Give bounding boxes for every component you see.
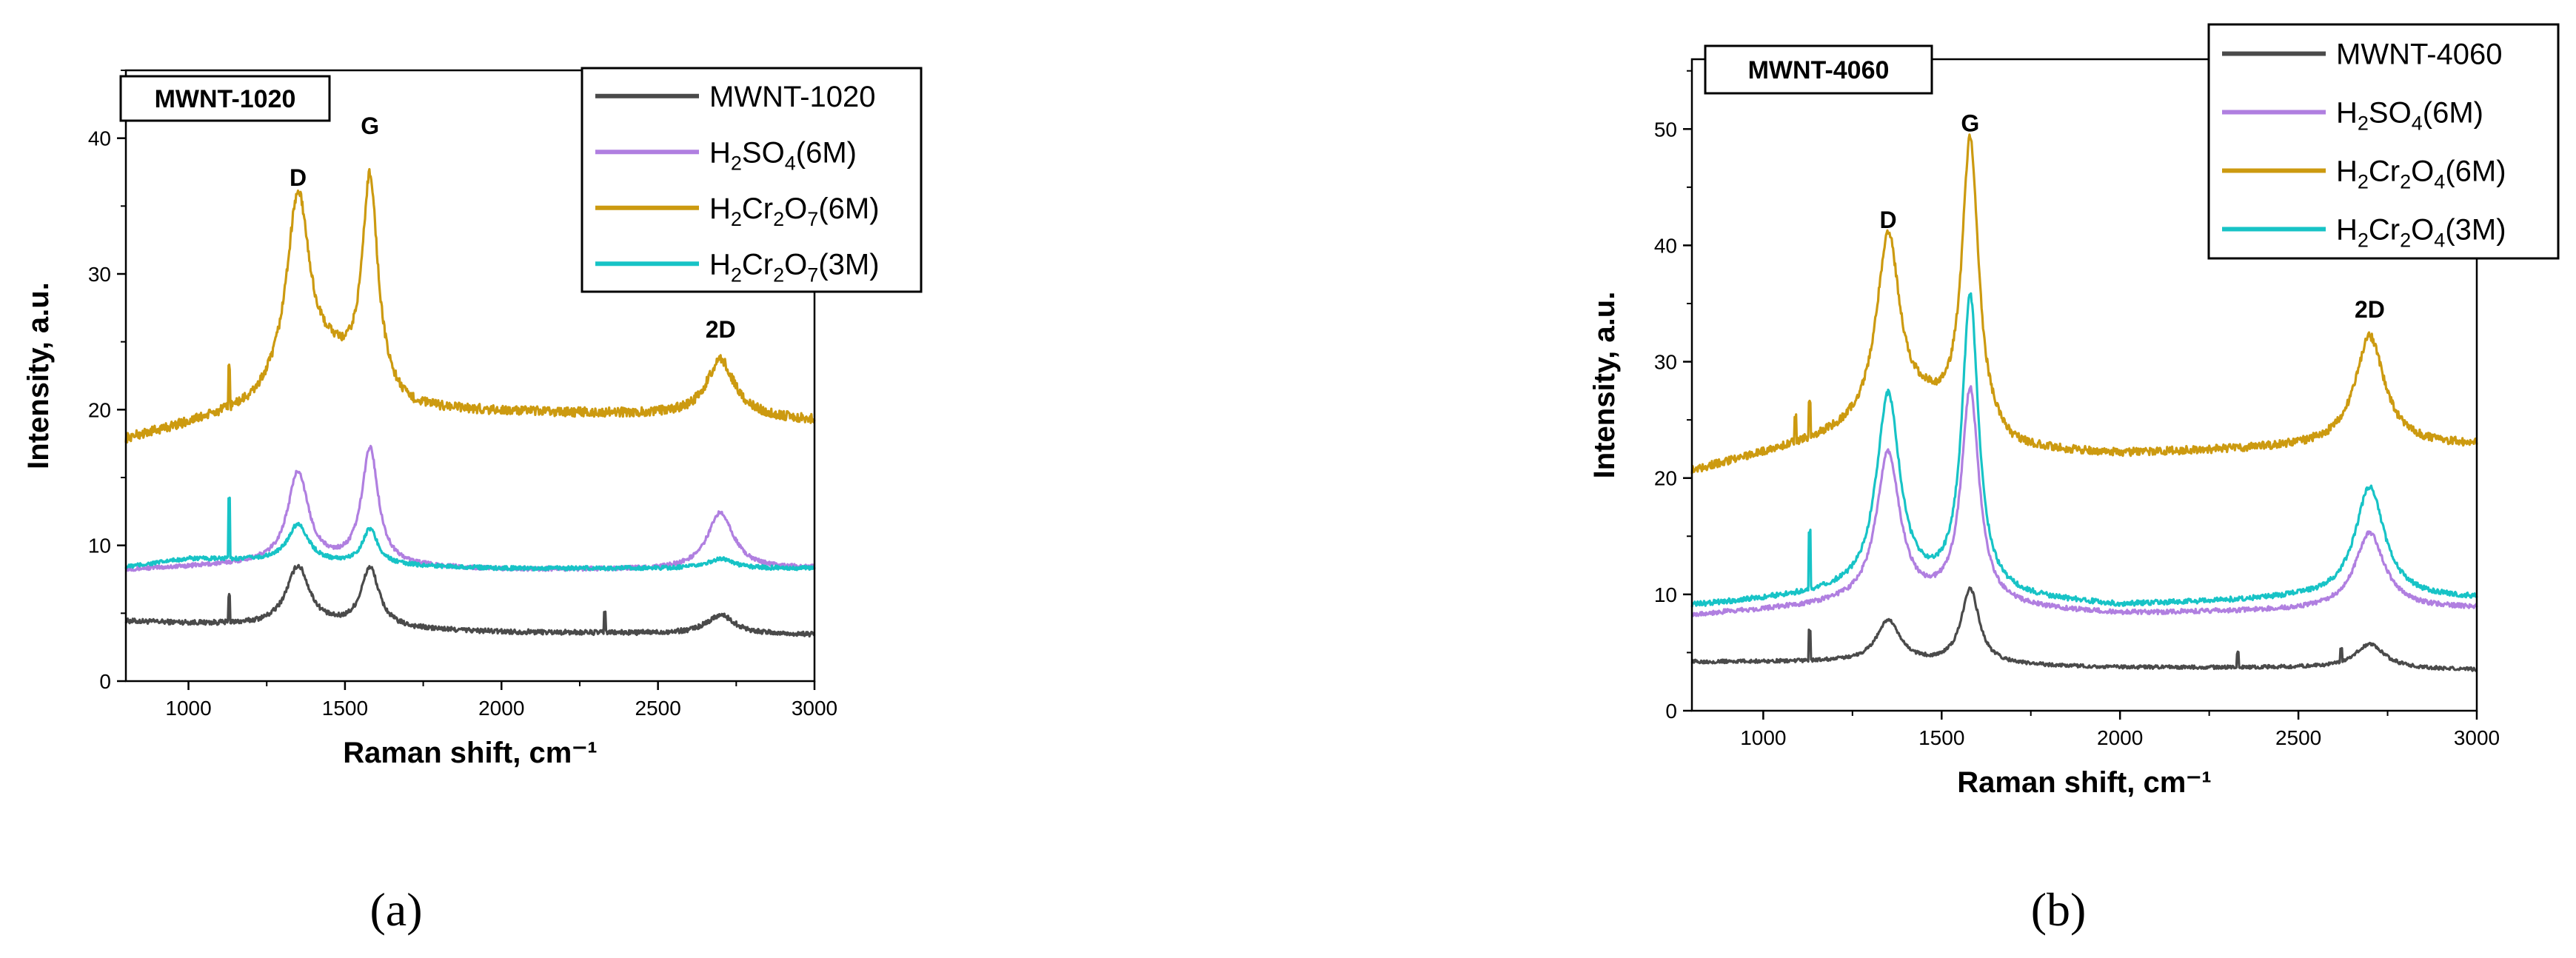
y-tick-label: 20: [88, 398, 111, 421]
spectrum-line-mwnt-4060: [1690, 586, 2478, 672]
x-tick-label: 2000: [2097, 726, 2143, 749]
legend-entry-label: H2SO4(6M): [2336, 97, 2483, 135]
x-tick-label: 3000: [792, 697, 837, 720]
peak-label-2d: 2D: [706, 316, 736, 343]
legend-box: [2207, 23, 2560, 260]
x-tick-label: 1500: [1918, 726, 1964, 749]
spectrum-line-h2cr2o4-3m-: [1690, 292, 2478, 608]
peak-label-d: D: [290, 164, 307, 191]
legend-entry-label: H2Cr2O7(6M): [709, 192, 880, 230]
sample-label-box: [1704, 44, 1933, 95]
sample-label-box: [119, 75, 331, 122]
legend-entry-label: H2Cr2O7(3M): [709, 248, 880, 286]
legend-box: [581, 67, 923, 293]
peak-label-2d: 2D: [2355, 296, 2385, 323]
plot-frame: [1690, 58, 2478, 712]
legend-entry-label: MWNT-4060: [2336, 38, 2503, 71]
peak-label-g: G: [361, 113, 379, 139]
x-tick-label: 1000: [165, 697, 211, 720]
sample-label: MWNT-4060: [1748, 56, 1890, 84]
x-axis-title: Raman shift, cm⁻¹: [343, 737, 597, 769]
y-tick-label: 20: [1654, 467, 1677, 490]
spectrum-line-h2cr2o4-6m-: [1690, 133, 2478, 474]
y-tick-label: 40: [1654, 234, 1677, 257]
x-tick-label: 2000: [478, 697, 524, 720]
y-tick-label: 30: [1654, 351, 1677, 374]
x-tick-label: 3000: [2454, 726, 2500, 749]
y-tick-label: 0: [99, 670, 111, 693]
y-tick-label: 0: [1665, 700, 1677, 723]
x-tick-label: 1500: [322, 697, 368, 720]
peak-label-g: G: [1961, 110, 1979, 136]
spectrum-line-h2cr2o7-6m-: [124, 167, 816, 443]
x-axis-title: Raman shift, cm⁻¹: [1957, 766, 2211, 799]
plot-frame: [124, 69, 816, 683]
y-tick-label: 40: [88, 127, 111, 150]
panel-b: 1000 1500 2000 2500 3000 0 10 20 30 40 50 Raman shi…: [1588, 23, 2560, 936]
x-tick-label: 2500: [635, 697, 680, 720]
y-axis-title: Intensity, a.u.: [1588, 292, 1621, 479]
panel-caption: (b): [2031, 883, 2087, 936]
y-tick-label: 30: [88, 263, 111, 286]
peak-label-d: D: [1879, 207, 1896, 233]
x-tick-label: 2500: [2275, 726, 2321, 749]
spectrum-line-h2so4-6m-: [1690, 385, 2478, 617]
sample-label: MWNT-1020: [155, 85, 296, 113]
spectrum-line-mwnt-1020: [124, 563, 816, 638]
y-axis-title: Intensity, a.u.: [22, 282, 55, 469]
legend-entry-label: H2Cr2O4(3M): [2336, 214, 2506, 252]
y-tick-label: 10: [88, 535, 111, 557]
panel-caption: (a): [369, 883, 422, 936]
y-tick-label: 50: [1654, 118, 1677, 141]
y-tick-label: 10: [1654, 583, 1677, 606]
legend-entry-label: MWNT-1020: [709, 81, 876, 113]
panel-a: 1000 1500 2000 2500 3000 0 10 20 30 40 Raman shift…: [22, 67, 923, 936]
x-tick-label: 1000: [1740, 726, 1786, 749]
legend-entry-label: H2SO4(6M): [709, 136, 857, 174]
spectrum-line-h2cr2o7-3m-: [124, 496, 816, 572]
legend-entry-label: H2Cr2O4(6M): [2336, 155, 2506, 193]
